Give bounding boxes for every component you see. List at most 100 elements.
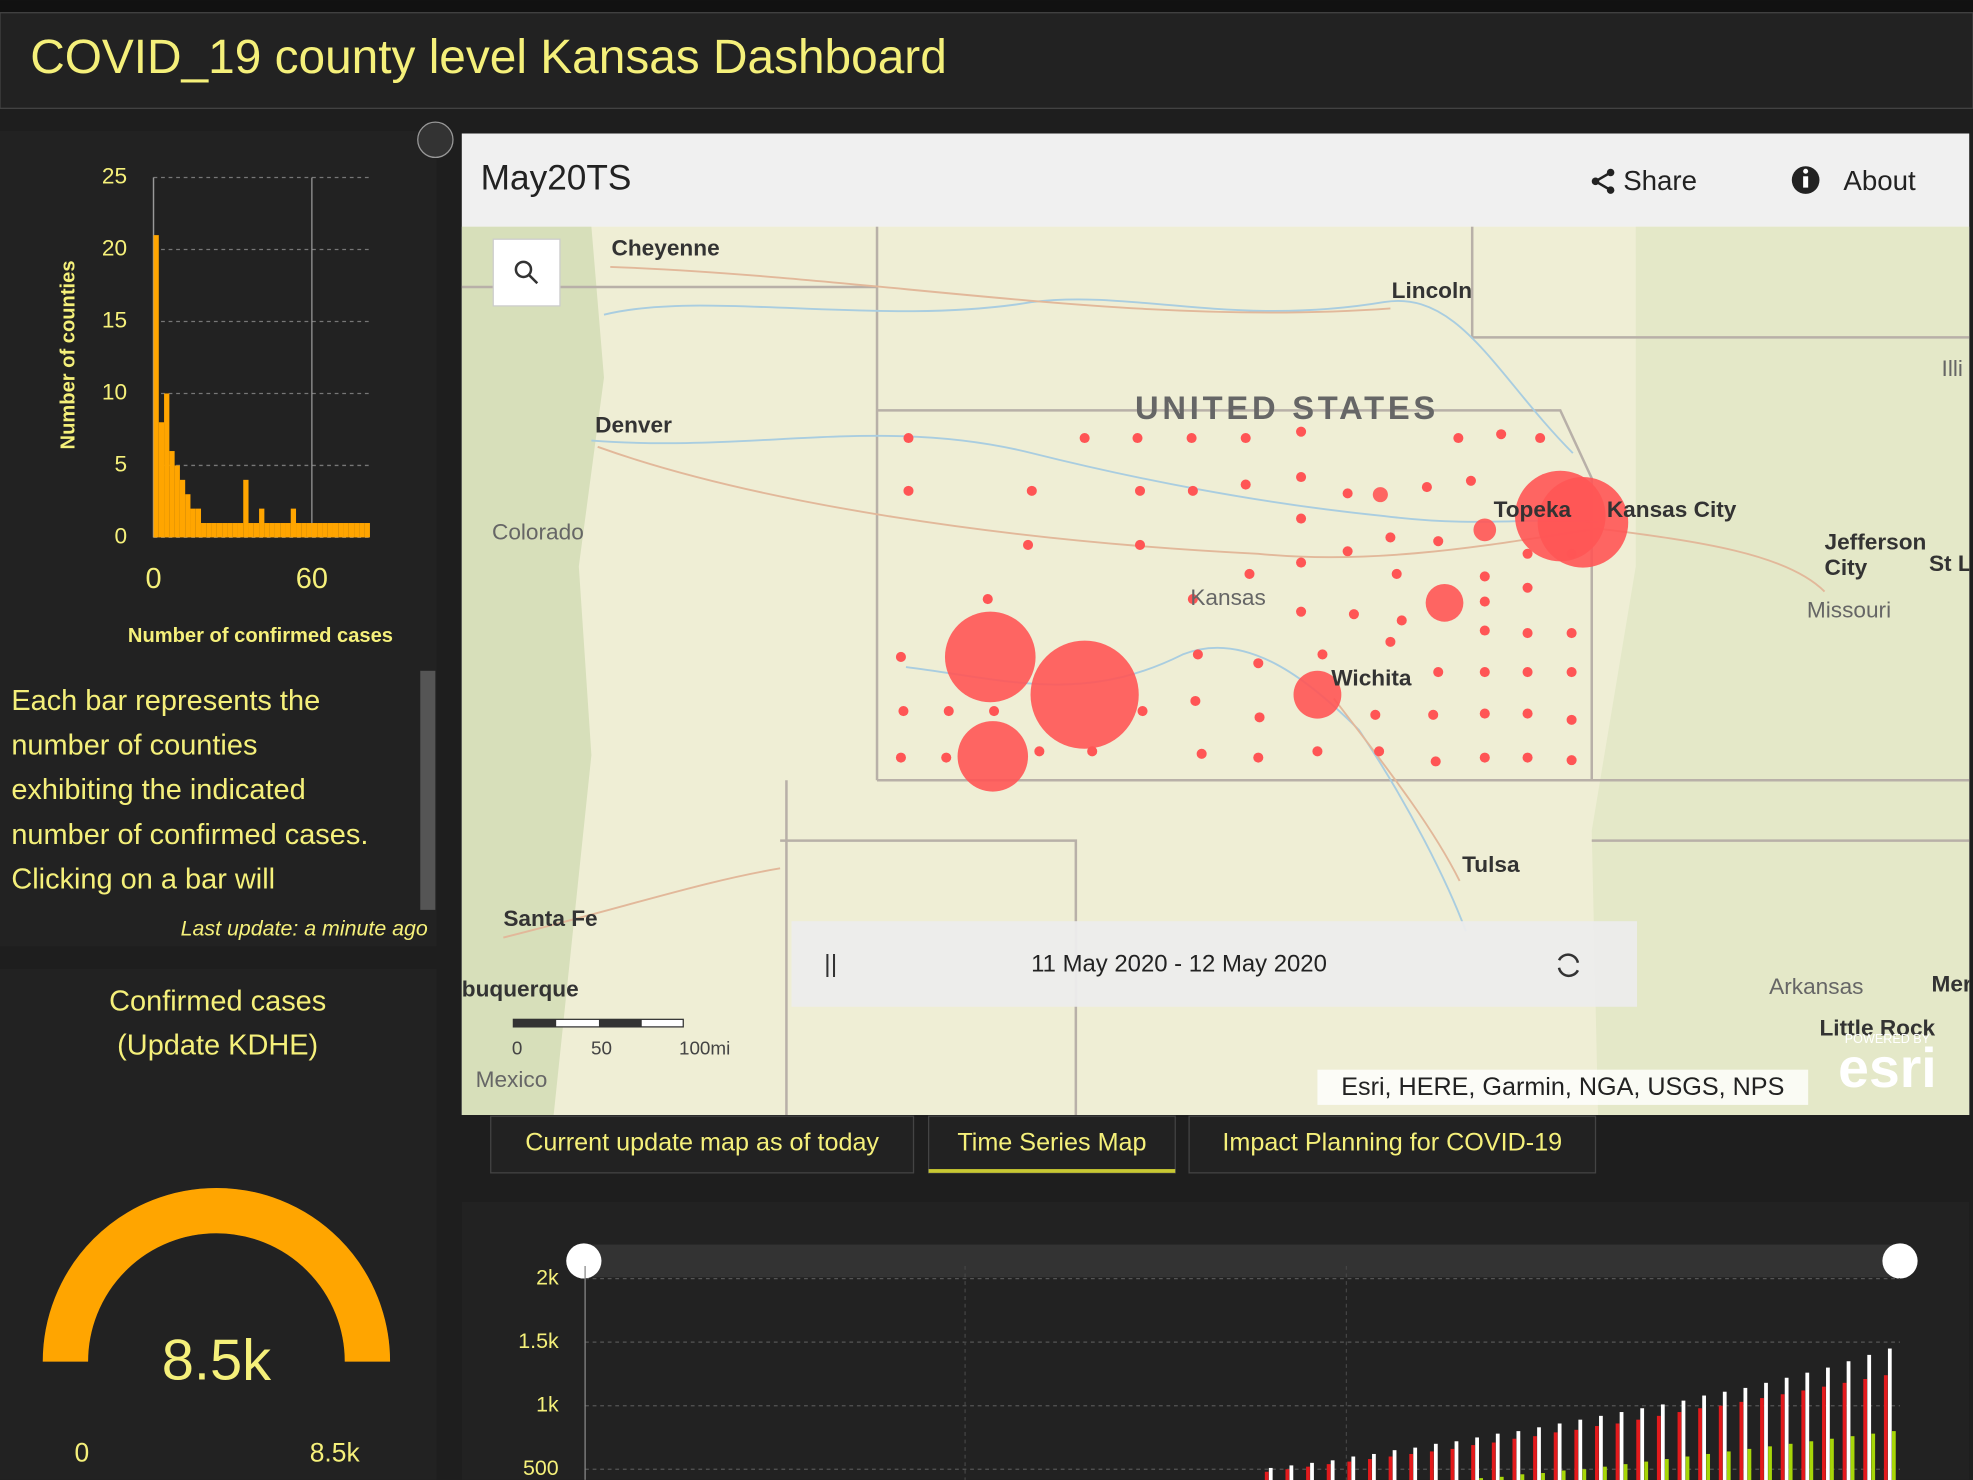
histogram-bar[interactable] — [153, 235, 159, 538]
refresh-button[interactable] — [1557, 953, 1580, 978]
histogram-bar[interactable] — [311, 523, 318, 538]
share-button[interactable]: Share — [1591, 165, 1697, 196]
about-label[interactable]: About — [1843, 165, 1916, 196]
map-dot[interactable] — [1391, 568, 1402, 579]
map-dot[interactable] — [1079, 432, 1090, 444]
histogram-bar[interactable] — [227, 523, 233, 538]
map-dot[interactable] — [1479, 571, 1490, 582]
map-dot[interactable] — [1244, 568, 1255, 579]
histogram-bar[interactable] — [169, 451, 175, 538]
range-slider[interactable] — [583, 1244, 1901, 1278]
histogram-bar[interactable] — [237, 523, 244, 538]
histogram-bar[interactable] — [253, 523, 260, 538]
map-dot[interactable] — [1479, 708, 1490, 719]
map-dot[interactable] — [1453, 432, 1464, 444]
histogram-bar[interactable] — [359, 523, 365, 538]
map-dot[interactable] — [1385, 532, 1396, 543]
share-label[interactable]: Share — [1623, 165, 1697, 196]
map-dot[interactable] — [1433, 667, 1444, 678]
map-dot[interactable] — [1134, 485, 1146, 496]
expand-button[interactable] — [417, 121, 454, 159]
map-dot[interactable] — [1370, 709, 1381, 720]
map-dot[interactable] — [1312, 746, 1323, 757]
histogram-bar[interactable] — [216, 523, 223, 538]
map-dot[interactable] — [1190, 695, 1201, 707]
map-dot[interactable] — [1253, 658, 1264, 669]
histogram-bar[interactable] — [317, 523, 323, 538]
map-dot[interactable] — [1566, 628, 1577, 639]
map-dot[interactable] — [903, 485, 914, 496]
map-bubble[interactable] — [1425, 583, 1464, 622]
histogram-bar[interactable] — [306, 523, 312, 538]
map-dot[interactable] — [1296, 426, 1307, 437]
map-dot[interactable] — [898, 706, 909, 717]
map-dot[interactable] — [1296, 471, 1307, 483]
map-dot[interactable] — [989, 706, 1000, 717]
map-dot[interactable] — [1522, 752, 1533, 763]
map-bubble[interactable] — [1030, 640, 1139, 749]
map-dot[interactable] — [1566, 714, 1577, 725]
histogram-bar[interactable] — [174, 465, 180, 538]
map-dot[interactable] — [1240, 432, 1251, 444]
map-dot[interactable] — [1522, 708, 1533, 719]
histogram-bar[interactable] — [285, 523, 291, 538]
histogram-bar[interactable] — [296, 523, 302, 538]
map-dot[interactable] — [1342, 488, 1353, 499]
map-bubble[interactable] — [957, 721, 1029, 792]
scrollbar[interactable] — [420, 670, 436, 910]
map-bubble[interactable] — [1537, 477, 1629, 568]
map-dot[interactable] — [1187, 485, 1198, 496]
map-dot[interactable] — [1192, 649, 1203, 660]
histogram-bar[interactable] — [195, 508, 202, 538]
map-dot[interactable] — [1253, 752, 1264, 763]
map-dot[interactable] — [1566, 755, 1577, 766]
map-dot[interactable] — [1132, 432, 1143, 444]
histogram-bar[interactable] — [232, 523, 238, 538]
histogram-bar[interactable] — [164, 393, 170, 538]
map-dot[interactable] — [1496, 429, 1507, 440]
pause-button[interactable]: || — [824, 950, 837, 978]
tab[interactable] — [927, 1115, 1176, 1174]
map-dot[interactable] — [1137, 706, 1148, 717]
histogram-bar[interactable] — [179, 479, 186, 538]
map-dot[interactable] — [1479, 625, 1490, 636]
histogram-bar[interactable] — [206, 523, 212, 538]
map-dot[interactable] — [1134, 539, 1146, 550]
time-slider[interactable] — [791, 921, 1638, 1007]
map-dot[interactable] — [941, 752, 952, 763]
map-dot[interactable] — [903, 432, 914, 444]
histogram-bar[interactable] — [264, 523, 270, 538]
histogram-bar[interactable] — [322, 523, 328, 538]
tab[interactable] — [490, 1115, 915, 1174]
map-bubble[interactable] — [1473, 518, 1497, 542]
histogram-bar[interactable] — [185, 494, 191, 538]
map-dot[interactable] — [1187, 594, 1198, 605]
map-dot[interactable] — [1296, 606, 1307, 617]
map-dot[interactable] — [1535, 432, 1546, 444]
map-dot[interactable] — [1566, 667, 1577, 678]
about-button[interactable]: About — [1791, 165, 1916, 196]
map-dot[interactable] — [1522, 582, 1533, 593]
map-dot[interactable] — [1433, 536, 1444, 547]
search-button[interactable] — [492, 238, 561, 307]
tab-label[interactable]: Impact Planning for COVID-19 — [1222, 1129, 1562, 1157]
tab-label[interactable]: Time Series Map — [957, 1129, 1146, 1157]
histogram-bar[interactable] — [338, 523, 344, 538]
histogram-bar[interactable] — [243, 479, 249, 538]
map-dot[interactable] — [1421, 482, 1432, 493]
histogram-bar[interactable] — [354, 523, 360, 538]
histogram-bar[interactable] — [211, 523, 217, 538]
map-bubble[interactable] — [1372, 487, 1388, 503]
histogram-bar[interactable] — [274, 523, 281, 538]
map-bubble[interactable] — [1293, 670, 1342, 719]
histogram-bar[interactable] — [248, 523, 254, 538]
histogram-bar[interactable] — [201, 523, 207, 538]
histogram-bar[interactable] — [158, 422, 165, 538]
histogram-bar[interactable] — [259, 508, 265, 538]
slider-handle[interactable] — [566, 1243, 602, 1279]
map-dot[interactable] — [1022, 539, 1034, 550]
map-dot[interactable] — [1034, 746, 1045, 757]
map-dot[interactable] — [982, 594, 993, 605]
map-dot[interactable] — [1479, 752, 1490, 763]
map-dot[interactable] — [1479, 596, 1490, 607]
